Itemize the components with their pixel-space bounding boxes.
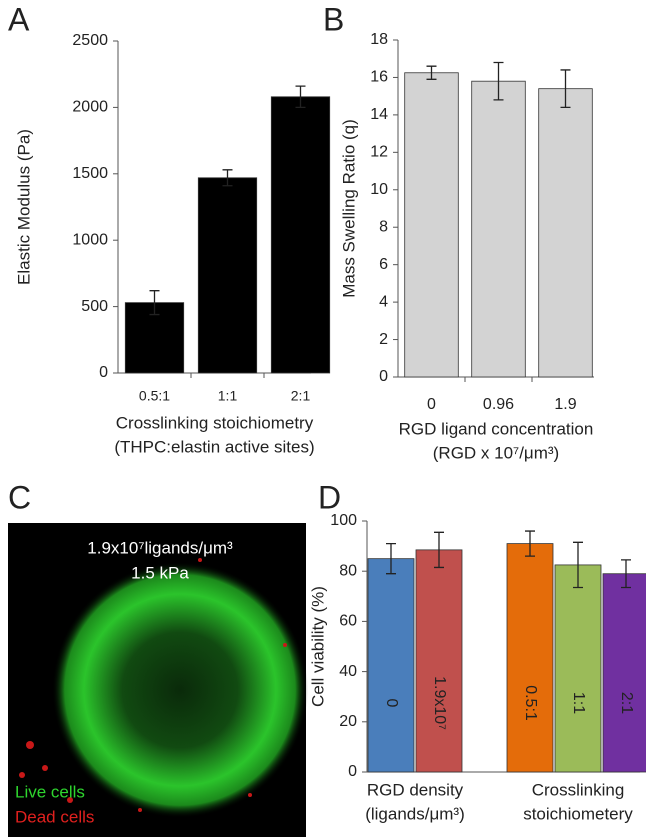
x-axis-label: (THPC:elastin active sites) xyxy=(114,437,314,456)
bar xyxy=(404,72,459,378)
error-bar xyxy=(493,61,504,101)
bar-label: 1.9x10⁷ xyxy=(431,676,448,730)
y-tick-label: 10 xyxy=(370,181,388,198)
error-bar xyxy=(222,169,233,187)
bar xyxy=(471,80,526,378)
y-tick-label: 14 xyxy=(370,106,388,123)
dead-cell-specks xyxy=(19,558,287,812)
bar xyxy=(270,96,331,374)
panel-c: C 1.9x10⁷ligands/μm³ 1.5 kPa Live cells … xyxy=(8,479,308,837)
y-axis-label: Mass Swelling Ratio (q) xyxy=(339,119,358,298)
y-tick-label: 20 xyxy=(339,713,357,730)
panel-letter: A xyxy=(8,1,30,37)
x-tick-label: 0 xyxy=(427,396,436,413)
bar xyxy=(367,558,415,773)
y-tick-label: 2 xyxy=(379,331,388,348)
error-bar xyxy=(434,531,444,569)
y-tick-label: 4 xyxy=(379,293,388,310)
error-bar xyxy=(525,530,535,557)
x-tick-label: 1:1 xyxy=(218,388,238,404)
y-tick-label: 1000 xyxy=(72,231,108,248)
panel-letter: D xyxy=(318,479,341,515)
panel-letter: B xyxy=(323,1,344,37)
y-tick-label: 2500 xyxy=(72,32,108,49)
x-axis-label: RGD ligand concentration xyxy=(399,419,594,438)
legend-entry: Live cells xyxy=(15,782,85,801)
y-tick-label: 100 xyxy=(330,512,357,529)
cell-cluster xyxy=(52,562,308,818)
error-bar xyxy=(295,85,306,109)
y-tick-label: 0 xyxy=(348,763,357,780)
bar-label: 1:1 xyxy=(570,692,587,714)
x-tick-label: 0.5:1 xyxy=(139,388,170,404)
image-label: 1.9x10⁷ligands/μm³ xyxy=(87,538,233,557)
error-bar xyxy=(621,559,631,589)
image-label: 1.5 kPa xyxy=(131,563,189,582)
x-tick-label: 1.9 xyxy=(554,396,576,413)
bar-label: 0.5:1 xyxy=(522,685,539,721)
y-tick-label: 2000 xyxy=(72,99,108,116)
bar xyxy=(197,177,258,374)
bar-label: 2:1 xyxy=(618,692,635,714)
y-axis-label: Cell viability (%) xyxy=(308,586,327,707)
y-tick-label: 8 xyxy=(379,218,388,235)
group-label: (ligands/μm³) xyxy=(365,804,465,823)
bar xyxy=(554,564,602,773)
error-bar xyxy=(149,290,160,316)
bar xyxy=(415,549,463,773)
x-tick-label: 0.96 xyxy=(483,396,514,413)
y-tick-label: 0 xyxy=(379,368,388,385)
y-tick-label: 80 xyxy=(339,562,357,579)
error-bar xyxy=(560,69,571,109)
y-tick-label: 0 xyxy=(99,364,108,381)
group-label: Crosslinking xyxy=(532,780,625,799)
y-tick-label: 16 xyxy=(370,69,388,86)
y-tick-label: 1500 xyxy=(72,165,108,182)
y-tick-label: 500 xyxy=(81,298,108,315)
panel-letter: C xyxy=(8,479,31,515)
y-tick-label: 18 xyxy=(370,31,388,48)
group-label: RGD density xyxy=(367,780,464,799)
y-tick-label: 6 xyxy=(379,256,388,273)
legend-entry: Dead cells xyxy=(15,807,94,826)
y-tick-label: 12 xyxy=(370,144,388,161)
y-tick-label: 40 xyxy=(339,663,357,680)
bar xyxy=(538,88,593,378)
x-tick-label: 2:1 xyxy=(291,388,311,404)
group-label: stoichiometery xyxy=(523,804,633,823)
bar-label: 0 xyxy=(383,699,400,708)
y-tick-label: 60 xyxy=(339,613,357,630)
bar xyxy=(602,573,646,773)
y-axis-label: Elastic Modulus (Pa) xyxy=(14,129,33,285)
error-bar xyxy=(386,542,396,575)
bar xyxy=(506,543,554,773)
error-bar xyxy=(426,65,437,80)
x-axis-label: (RGD x 10⁷/μm³) xyxy=(433,443,559,462)
error-bar xyxy=(573,541,583,589)
x-axis-label: Crosslinking stoichiometry xyxy=(116,413,314,432)
